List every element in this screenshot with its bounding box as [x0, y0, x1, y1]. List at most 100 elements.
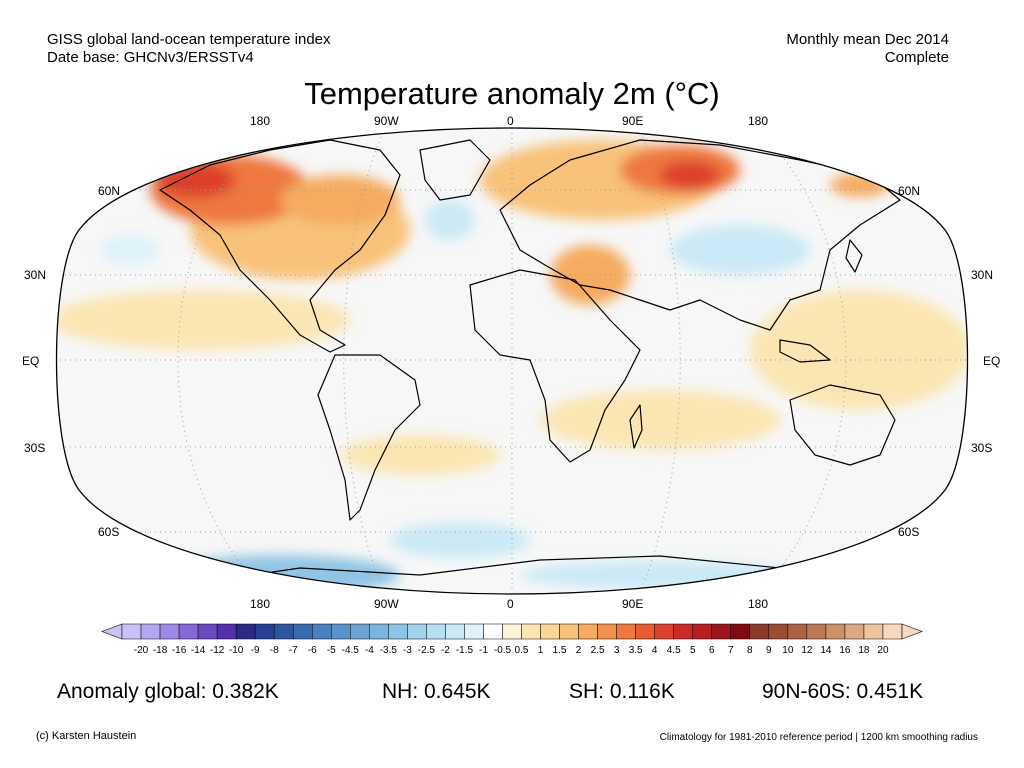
- colorbar-tick-label: 1.5: [552, 645, 567, 656]
- colorbar-swatch: [654, 623, 674, 640]
- lat-label-left-30n: 30N: [24, 268, 47, 282]
- dataset-title: GISS global land-ocean temperature index: [47, 31, 331, 48]
- lon-label-top-180e: 180: [748, 114, 769, 128]
- colorbar-tick-label: 3: [613, 645, 620, 656]
- colorbar-swatch: [882, 623, 903, 640]
- colorbar-swatch: [844, 623, 865, 640]
- colorbar-tick-label: -3: [402, 645, 412, 656]
- copyright: (c) Karsten Haustein: [36, 730, 137, 742]
- colorbar-tick-label: -1: [479, 645, 488, 656]
- database-label: Date base: GHCNv3/ERSSTv4: [47, 49, 254, 66]
- colorbar-tick-label: 14: [820, 645, 832, 656]
- colorbar-tick-label: 2.5: [590, 645, 605, 656]
- colorbar-swatch: [730, 623, 751, 640]
- colorbar-tick-label: -4.5: [341, 645, 359, 656]
- colorbar-swatch: [311, 623, 332, 640]
- stat-nh: NH: 0.645K: [382, 680, 491, 703]
- colorbar-tick-label: 4.5: [666, 645, 681, 656]
- colorbar-swatch: [331, 623, 351, 640]
- colorbar-tick-label: 16: [839, 645, 851, 656]
- lon-label-bottom-90e: 90E: [622, 597, 644, 611]
- lon-label-top-180w: 180: [250, 114, 271, 128]
- colorbar: [101, 623, 923, 640]
- colorbar-swatch: [350, 623, 370, 640]
- lat-label-right-60s: 60S: [898, 525, 920, 539]
- colorbar-tick-label: 0.5: [514, 645, 529, 656]
- colorbar-tick-label: -14: [190, 645, 206, 656]
- colorbar-swatch: [825, 623, 846, 640]
- lon-label-bottom-90w: 90W: [374, 597, 399, 611]
- colorbar-tick-label: -18: [152, 645, 168, 656]
- lat-label-right-30n: 30N: [971, 268, 994, 282]
- colorbar-tick-label: 6: [708, 645, 715, 656]
- colorbar-tick-label: -1.5: [455, 645, 474, 656]
- anomaly-shading: [56, 140, 968, 594]
- colorbar-swatch: [407, 623, 427, 640]
- colorbar-swatch: [635, 623, 655, 640]
- stat-sh: SH: 0.116K: [569, 680, 675, 703]
- colorbar-tick-label: 12: [801, 645, 813, 656]
- colorbar-swatch: [178, 623, 199, 640]
- colorbar-swatch: [616, 623, 636, 640]
- colorbar-tick-label: -2: [440, 645, 450, 656]
- lat-label-left-60n: 60N: [98, 184, 121, 198]
- colorbar-swatch: [692, 623, 713, 640]
- colorbar-swatch: [768, 623, 789, 640]
- lon-label-top-90w: 90W: [374, 114, 399, 128]
- lon-label-bottom-0: 0: [507, 597, 514, 611]
- colorbar-tick-label: -7: [288, 645, 298, 656]
- colorbar-swatch: [216, 623, 237, 640]
- status-label: Complete: [884, 49, 949, 66]
- colorbar-swatch: [578, 623, 598, 640]
- colorbar-swatch: [863, 623, 884, 640]
- colorbar-tick-label: 5: [689, 645, 696, 656]
- colorbar-tick-label: 1: [537, 645, 544, 656]
- stat-global: Anomaly global: 0.382K: [57, 680, 279, 703]
- colorbar-swatch: [159, 623, 180, 640]
- colorbar-tick-label: -9: [250, 645, 260, 656]
- colorbar-swatch: [121, 623, 142, 640]
- colorbar-swatch: [388, 623, 408, 640]
- graticule: [56, 128, 968, 594]
- lon-label-bottom-180e: 180: [748, 597, 769, 611]
- period-label: Monthly mean Dec 2014: [786, 31, 949, 48]
- lon-label-bottom-180w: 180: [250, 597, 271, 611]
- colorbar-tick-label: 4: [651, 645, 658, 656]
- lat-label-left-eq: EQ: [22, 354, 40, 368]
- lat-label-right-30s: 30S: [971, 441, 993, 455]
- colorbar-tick-label: -8: [269, 645, 279, 656]
- colorbar-tick-label: 9: [766, 645, 772, 656]
- colorbar-swatch: [369, 623, 389, 640]
- colorbar-swatch: [273, 623, 294, 640]
- colorbar-swatch: [140, 623, 161, 640]
- colorbar-tick-label: 10: [782, 645, 794, 656]
- colorbar-tick-label: 7: [727, 645, 734, 656]
- colorbar-swatch: [540, 623, 560, 640]
- colorbar-swatch: [464, 623, 484, 640]
- colorbar-arrow-left: [101, 623, 123, 640]
- lon-label-top-90e: 90E: [622, 114, 644, 128]
- lon-label-top-0: 0: [507, 114, 514, 128]
- colorbar-swatch: [254, 623, 275, 640]
- colorbar-tick-label: -10: [228, 645, 244, 656]
- colorbar-swatch: [787, 623, 808, 640]
- colorbar-tick-label: -2.5: [417, 645, 435, 656]
- colorbar-tick-label: 3.5: [628, 645, 643, 656]
- colorbar-tick-label: -3.5: [379, 645, 397, 656]
- colorbar-tick-label: 8: [747, 645, 753, 656]
- colorbar-swatch: [806, 623, 827, 640]
- colorbar-swatch: [559, 623, 579, 640]
- lat-label-left-30s: 30S: [24, 441, 46, 455]
- colorbar-swatch: [426, 623, 446, 640]
- colorbar-swatch: [292, 623, 313, 640]
- colorbar-tick-label: 20: [877, 645, 889, 656]
- lat-label-right-eq: EQ: [983, 354, 1001, 368]
- colorbar-tick-label: -4: [364, 645, 374, 656]
- colorbar-swatch: [197, 623, 218, 640]
- colorbar-swatch: [445, 623, 465, 640]
- colorbar-swatch: [235, 623, 256, 640]
- colorbar-swatch: [521, 623, 541, 640]
- colorbar-tick-label: -0.5: [493, 645, 512, 656]
- colorbar-swatch: [502, 623, 522, 640]
